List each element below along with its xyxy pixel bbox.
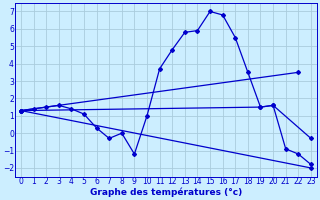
X-axis label: Graphe des températures (°c): Graphe des températures (°c)	[90, 188, 242, 197]
